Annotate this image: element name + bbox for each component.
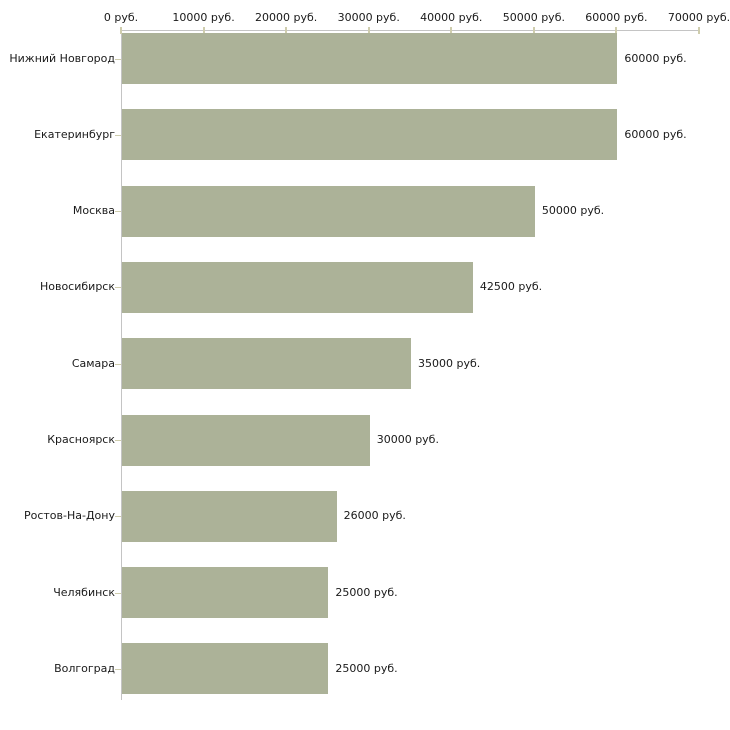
bar-value-label: 60000 руб. (624, 127, 687, 141)
category-label: Волгоград (54, 661, 115, 675)
category-label: Челябинск (53, 585, 115, 599)
category-tick-mark (115, 134, 121, 136)
x-axis-tick-label: 20000 руб. (255, 11, 318, 24)
bar-value-label: 25000 руб. (335, 661, 398, 675)
bar (122, 490, 337, 542)
bar (122, 261, 473, 313)
x-axis-tick-label: 10000 руб. (172, 11, 235, 24)
y-axis-line (121, 28, 122, 700)
x-axis-tick-label: 70000 руб. (667, 11, 730, 24)
bar-value-label: 42500 руб. (479, 280, 543, 294)
category-tick-mark (115, 440, 121, 441)
x-axis-tick-label: 40000 руб. (420, 11, 483, 24)
bar (122, 414, 370, 466)
x-axis-tick-label: 30000 руб. (337, 11, 400, 24)
bar (122, 185, 535, 237)
bar (122, 33, 618, 84)
bar (122, 643, 329, 695)
category-label: Красноярск (47, 433, 115, 446)
x-axis-tick-mark (367, 27, 370, 34)
bar-value-label: 50000 руб. (541, 204, 605, 218)
x-axis-tick-mark (202, 27, 205, 34)
x-axis-tick-label: 60000 руб. (585, 11, 648, 24)
category-tick-mark (115, 516, 121, 518)
bar (122, 109, 618, 161)
bar-value-label: 25000 руб. (335, 585, 398, 599)
category-tick-mark (115, 668, 121, 670)
category-label: Новосибирск (39, 280, 115, 294)
category-tick-mark (115, 287, 121, 289)
x-axis-tick-mark (120, 27, 122, 34)
x-axis-line (121, 30, 699, 31)
category-tick-mark (115, 592, 121, 594)
x-axis-tick-mark (450, 27, 453, 34)
bar-value-label: 26000 руб. (343, 509, 406, 523)
bar-value-label: 35000 руб. (418, 356, 481, 370)
bar-value-label: 60000 руб. (624, 51, 687, 65)
x-axis-tick-mark (615, 27, 618, 34)
category-tick-mark (115, 58, 121, 60)
x-axis-tick-mark (532, 27, 535, 34)
bar (122, 567, 329, 619)
category-label: Нижний Новгород (9, 51, 115, 65)
bar-value-label: 30000 руб. (376, 433, 439, 446)
bar (122, 338, 411, 390)
x-axis-tick-label: 0 руб. (103, 11, 139, 24)
category-label: Самара (71, 356, 115, 370)
category-label: Екатеринбург (34, 127, 115, 141)
x-axis-tick-mark (285, 27, 288, 34)
category-tick-mark (115, 363, 121, 365)
x-axis-tick-mark (698, 27, 700, 34)
category-tick-mark (115, 211, 121, 213)
category-label: Ростов-На-Дону (23, 509, 115, 523)
category-label: Москва (72, 204, 115, 218)
x-axis-tick-label: 50000 руб. (502, 11, 565, 24)
